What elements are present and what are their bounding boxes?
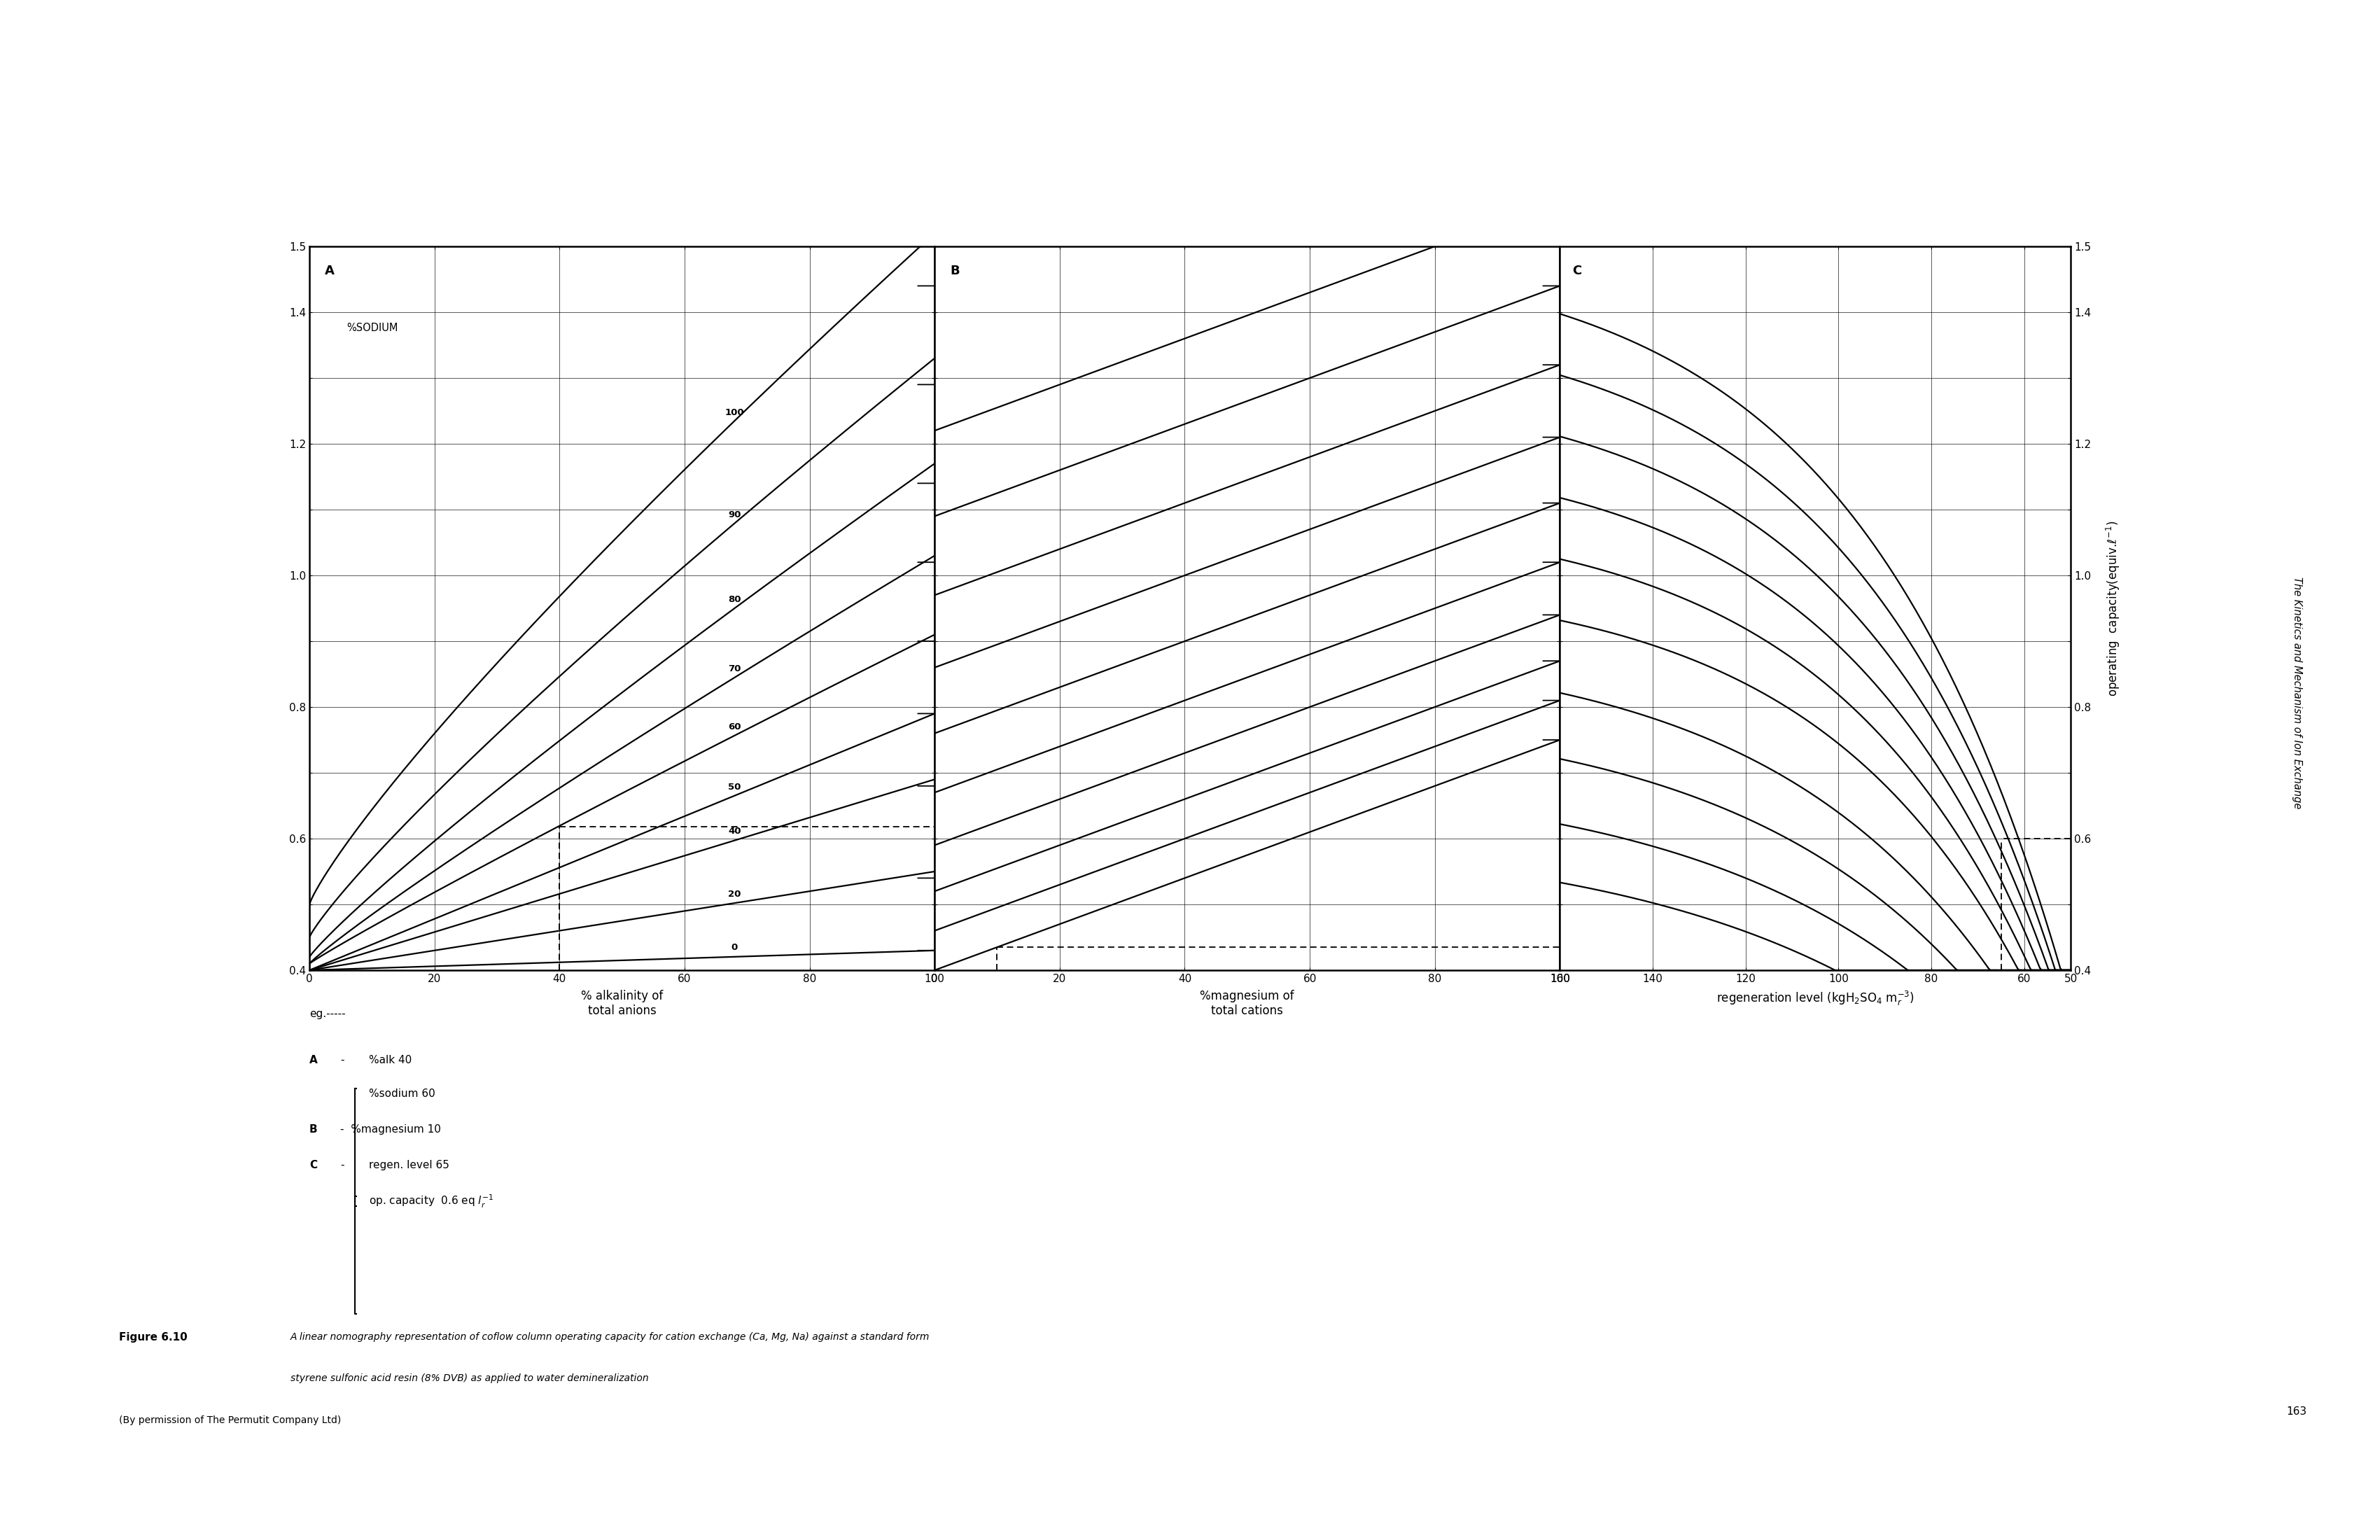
Text: 40: 40 xyxy=(728,827,740,836)
Text: A: A xyxy=(326,265,336,277)
Text: styrene sulfonic acid resin (8% DVB) as applied to water demineralization: styrene sulfonic acid resin (8% DVB) as … xyxy=(290,1374,647,1383)
X-axis label: %magnesium of
total cations: %magnesium of total cations xyxy=(1200,990,1295,1016)
Text: C: C xyxy=(1573,265,1583,277)
Text: 100: 100 xyxy=(726,408,745,417)
Text: 163: 163 xyxy=(2287,1406,2306,1417)
X-axis label: % alkalinity of
total anions: % alkalinity of total anions xyxy=(581,990,664,1016)
Text: 90: 90 xyxy=(728,510,740,519)
Text: -: - xyxy=(340,1160,345,1170)
Text: 70: 70 xyxy=(728,664,740,673)
Text: B: B xyxy=(309,1124,317,1135)
Text: C: C xyxy=(309,1160,317,1170)
Text: eg.-----: eg.----- xyxy=(309,1009,345,1019)
Text: op. capacity  0.6 eq $l_r^{-1}$: op. capacity 0.6 eq $l_r^{-1}$ xyxy=(369,1194,493,1210)
Text: regen. level 65: regen. level 65 xyxy=(369,1160,450,1170)
Text: B: B xyxy=(950,265,959,277)
Text: 60: 60 xyxy=(728,722,740,732)
Text: 20: 20 xyxy=(728,890,740,898)
Text: %alk 40: %alk 40 xyxy=(369,1055,412,1066)
Text: A linear nomography representation of coflow column operating capacity for catio: A linear nomography representation of co… xyxy=(290,1332,931,1341)
X-axis label: regeneration level (kgH$_2$SO$_4$ m$_r^{-3}$): regeneration level (kgH$_2$SO$_4$ m$_r^{… xyxy=(1716,990,1914,1007)
Text: 80: 80 xyxy=(728,594,740,604)
Text: -  %magnesium 10: - %magnesium 10 xyxy=(340,1124,440,1135)
Text: -: - xyxy=(340,1055,345,1066)
Text: A: A xyxy=(309,1055,317,1066)
Text: 50: 50 xyxy=(728,782,740,792)
Y-axis label: operating  capacity(equiv.$\ell^{-1}$): operating capacity(equiv.$\ell^{-1}$) xyxy=(2104,521,2121,696)
Text: 0: 0 xyxy=(731,942,738,952)
Text: %sodium 60: %sodium 60 xyxy=(369,1089,436,1100)
Text: Figure 6.10: Figure 6.10 xyxy=(119,1332,188,1343)
Text: The Kinetics and Mechanism of Ion Exchange: The Kinetics and Mechanism of Ion Exchan… xyxy=(2292,578,2301,808)
Text: %SODIUM: %SODIUM xyxy=(347,322,397,333)
Text: (By permission of The Permutit Company Ltd): (By permission of The Permutit Company L… xyxy=(119,1415,340,1424)
